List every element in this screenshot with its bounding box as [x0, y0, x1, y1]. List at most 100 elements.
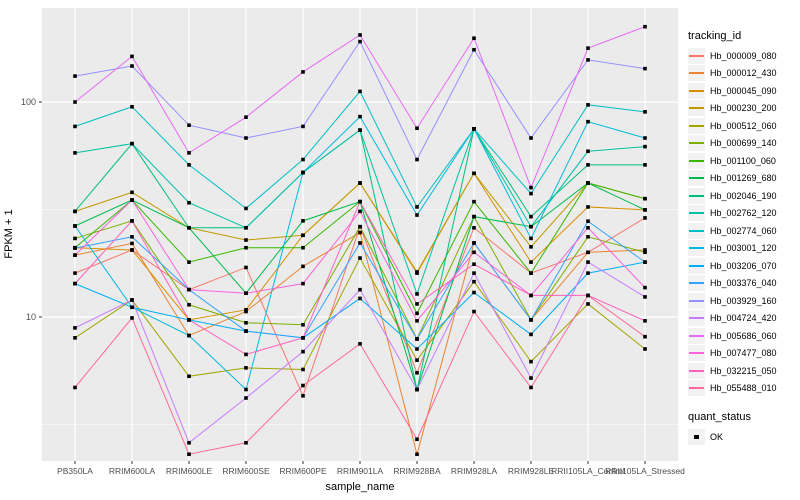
data-point [130, 64, 134, 68]
legend-key-line-icon [688, 310, 705, 327]
data-point [301, 336, 305, 340]
legend-item-label: Hb_003206_070 [710, 260, 777, 271]
data-point [643, 196, 647, 201]
legend-item-Hb_002762_120: Hb_002762_120 [688, 205, 798, 223]
data-point [643, 24, 647, 29]
data-point [187, 302, 191, 307]
legend-item-label: Hb_001269_680 [710, 173, 777, 184]
data-point [73, 271, 77, 275]
black-square-point-icon [694, 434, 699, 439]
data-point [301, 281, 305, 286]
data-point [529, 185, 533, 190]
data-point [187, 225, 191, 230]
data-point [244, 396, 248, 400]
data-point [643, 208, 647, 212]
data-point [73, 224, 77, 228]
data-point [73, 209, 77, 214]
data-point [358, 224, 362, 229]
legend-key-line-icon [688, 222, 705, 239]
data-point [472, 199, 476, 204]
data-point [415, 292, 419, 296]
data-point [586, 149, 590, 154]
legend-key-line-icon [688, 187, 705, 204]
data-point [529, 214, 533, 219]
legend-key-line-icon [688, 170, 705, 187]
data-point [130, 54, 134, 59]
data-point [244, 329, 248, 333]
data-point [187, 287, 191, 292]
data-point [73, 74, 77, 78]
data-point [130, 235, 134, 239]
legend-key-line-icon [688, 327, 705, 344]
data-point [586, 58, 590, 62]
legend-item-label: Hb_000699_140 [710, 138, 777, 149]
data-point [244, 225, 248, 230]
data-point [586, 235, 590, 239]
legend-item-label: Hb_004724_420 [710, 313, 777, 324]
data-point [529, 271, 533, 275]
data-point [358, 241, 362, 245]
data-point [643, 66, 647, 71]
data-point [586, 260, 590, 264]
data-point [244, 265, 248, 270]
legend-item-label: Hb_000512_060 [710, 120, 777, 131]
legend-color-line [689, 72, 704, 75]
data-point [529, 293, 533, 298]
data-point [187, 163, 191, 167]
data-point [472, 36, 476, 41]
data-point [643, 334, 647, 339]
data-point [643, 250, 647, 255]
data-point [472, 290, 476, 295]
data-point [187, 374, 191, 379]
data-point [529, 191, 533, 196]
x-tick-label: RRII105LA_Stressed [605, 466, 685, 476]
data-point [301, 264, 305, 269]
data-point [529, 236, 533, 241]
legend-item-Hb_002046_190: Hb_002046_190 [688, 187, 798, 205]
data-point [415, 213, 419, 217]
legend-color-line [689, 282, 704, 285]
data-point [244, 136, 248, 140]
data-point [301, 124, 305, 129]
data-point [415, 371, 419, 375]
legend-color-line [689, 247, 704, 250]
x-tick-label: RRIM600LA [109, 466, 156, 476]
legend-item-Hb_055488_010: Hb_055488_010 [688, 380, 798, 398]
legend-item-label: Hb_000009_080 [710, 50, 777, 61]
legend-color-line [689, 107, 704, 110]
data-point [187, 318, 191, 322]
data-point [358, 89, 362, 94]
data-point [244, 308, 248, 312]
data-point [529, 245, 533, 249]
legend-key-line-icon [688, 345, 705, 362]
x-tick-label: RRIM600SE [222, 466, 270, 476]
data-point [358, 33, 362, 37]
data-point [73, 100, 77, 104]
data-point [187, 123, 191, 127]
x-tick-label: RRII105LA_Control [551, 466, 625, 476]
data-point [358, 256, 362, 260]
legend-key-line-icon [688, 205, 705, 222]
data-point [301, 70, 305, 74]
data-point [472, 171, 476, 176]
legend-item-Hb_004724_420: Hb_004724_420 [688, 310, 798, 328]
legend-color-line [689, 264, 704, 267]
data-point [244, 115, 248, 119]
data-point [643, 260, 647, 264]
data-point [643, 347, 647, 351]
legend-item-Hb_003001_120: Hb_003001_120 [688, 240, 798, 258]
data-point [415, 437, 419, 442]
legend-item-label: Hb_002046_190 [710, 190, 777, 201]
data-point [187, 151, 191, 155]
data-point [358, 296, 362, 301]
data-point [130, 248, 134, 252]
data-point [643, 295, 647, 299]
data-point [529, 224, 533, 229]
legend-item-Hb_001269_680: Hb_001269_680 [688, 170, 798, 188]
y-tick-label: 10 [26, 312, 36, 322]
data-point [358, 39, 362, 44]
legend-item-label: Hb_002762_120 [710, 208, 777, 219]
legend-color-line [689, 212, 704, 215]
data-point [358, 230, 362, 235]
